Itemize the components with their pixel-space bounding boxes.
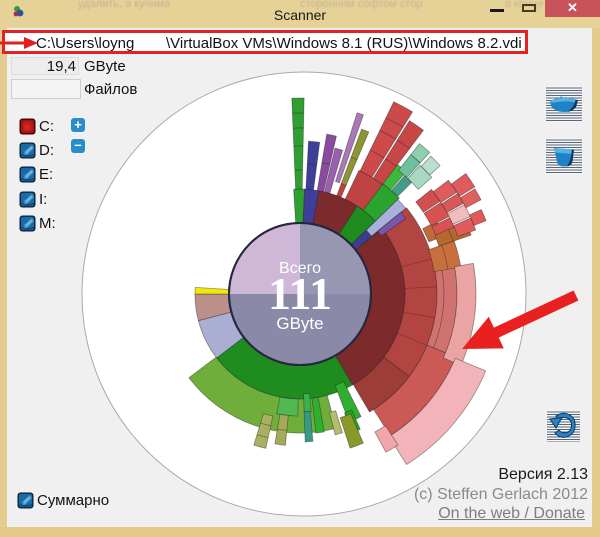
svg-text:Всего: Всего	[279, 260, 321, 277]
svg-text:111: 111	[268, 268, 332, 319]
svg-text:GByte: GByte	[276, 314, 323, 333]
